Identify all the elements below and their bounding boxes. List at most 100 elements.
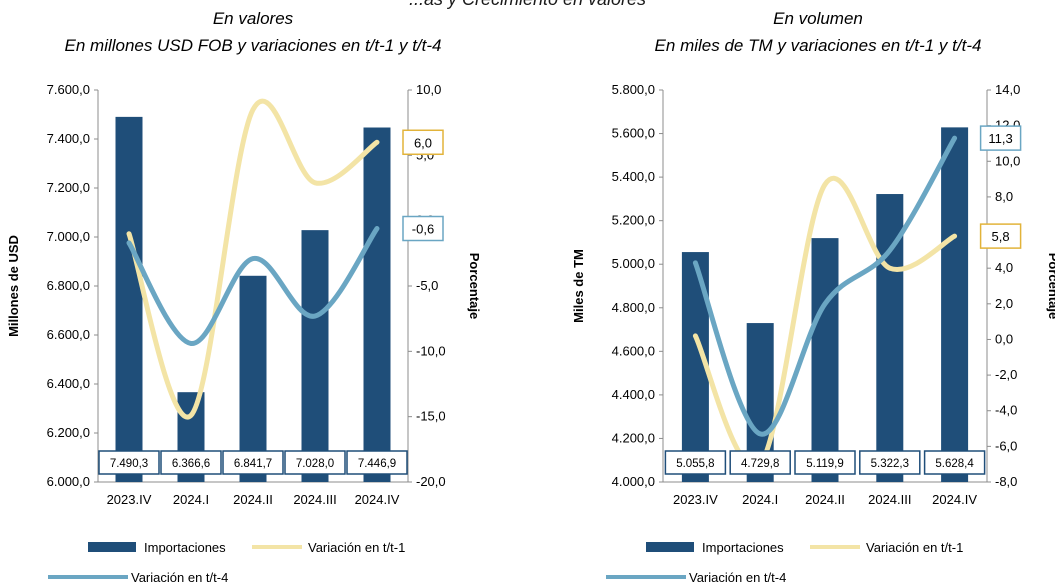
y2-tick-label: 10,0 bbox=[995, 153, 1020, 168]
bar-importaciones-4 bbox=[363, 127, 391, 483]
y-axis-title: Millones de USD bbox=[6, 235, 21, 337]
x-tick-label: 2024.I bbox=[742, 492, 778, 507]
bar-value-label: 5.119,9 bbox=[806, 458, 844, 470]
bar-value-box-0 bbox=[98, 450, 160, 475]
bar-importaciones-3 bbox=[301, 230, 329, 482]
line-variacion-t1-end-box bbox=[979, 223, 1022, 249]
y-tick-label: 4.600,0 bbox=[612, 343, 655, 358]
bar-value-box-1 bbox=[160, 450, 222, 475]
y-tick-label: 6.200,0 bbox=[47, 425, 90, 440]
bar-importaciones-4 bbox=[941, 127, 969, 482]
legend-label-importaciones: Importaciones bbox=[702, 540, 784, 555]
y-tick-label: 6.000,0 bbox=[47, 474, 90, 489]
bar-value-label: 5.322,3 bbox=[871, 458, 909, 470]
y-tick-label: 5.000,0 bbox=[612, 256, 655, 271]
bar-value-label: 4.729,8 bbox=[741, 458, 779, 470]
legend-label-importaciones: Importaciones bbox=[144, 540, 226, 555]
chart-subtitle: En miles de TM y variaciones en t/t-1 y … bbox=[655, 36, 982, 55]
chart-title: En volumen bbox=[773, 9, 863, 28]
y2-tick-label: 0,0 bbox=[995, 331, 1013, 346]
y2-tick-label: -20,0 bbox=[416, 474, 446, 489]
y-tick-label: 7.000,0 bbox=[47, 229, 90, 244]
line-variacion-t1 bbox=[692, 175, 958, 470]
legend-swatch-importaciones bbox=[88, 542, 136, 552]
line-variacion-t4-end-box bbox=[979, 125, 1022, 151]
y2-axis-title: Porcentaje bbox=[1046, 253, 1055, 319]
x-tick-label: 2023.IV bbox=[107, 492, 152, 507]
y2-tick-label: 2,0 bbox=[995, 296, 1013, 311]
y-tick-label: 6.800,0 bbox=[47, 278, 90, 293]
x-tick-label: 2024.I bbox=[173, 492, 209, 507]
bar-value-box-1 bbox=[729, 450, 791, 475]
legend-label-t1: Variación en t/t-1 bbox=[866, 540, 963, 555]
line-variacion-t4-end-box bbox=[402, 215, 444, 242]
y-tick-label: 5.400,0 bbox=[612, 169, 655, 184]
bar-value-box-2 bbox=[794, 450, 856, 475]
y-tick-label: 5.800,0 bbox=[612, 82, 655, 97]
chart-panel-volumen: En volumen En miles de TM y variaciones e… bbox=[571, 9, 1055, 585]
bar-value-box-4 bbox=[346, 450, 408, 475]
bar-importaciones-0 bbox=[115, 116, 143, 483]
bar-value-label: 7.446,9 bbox=[358, 458, 396, 470]
y2-tick-label: 8,0 bbox=[995, 189, 1013, 204]
bar-value-label: 6.841,7 bbox=[234, 458, 272, 470]
x-tick-label: 2024.II bbox=[805, 492, 845, 507]
line-variacion-t4 bbox=[692, 135, 958, 437]
line-variacion-t1-end-label: 6,0 bbox=[414, 135, 432, 150]
bar-value-label: 7.490,3 bbox=[110, 458, 148, 470]
bar-value-box-2 bbox=[222, 450, 284, 475]
bar-importaciones-2 bbox=[811, 238, 839, 482]
x-tick-label: 2023.IV bbox=[673, 492, 718, 507]
line-variacion-t4 bbox=[126, 226, 380, 346]
y-tick-label: 5.200,0 bbox=[612, 213, 655, 228]
bar-value-label: 6.366,6 bbox=[172, 458, 210, 470]
line-variacion-t4-end-label: -0,6 bbox=[412, 222, 434, 237]
y2-tick-label: 4,0 bbox=[995, 260, 1013, 275]
y2-tick-label: -6,0 bbox=[995, 438, 1017, 453]
y-tick-label: 4.200,0 bbox=[612, 430, 655, 445]
bar-value-label: 5.055,8 bbox=[676, 458, 714, 470]
line-variacion-t1 bbox=[126, 98, 380, 420]
x-tick-label: 2024.III bbox=[293, 492, 336, 507]
y-tick-label: 5.600,0 bbox=[612, 126, 655, 141]
legend-label-t4: Variación en t/t-4 bbox=[689, 570, 786, 585]
y2-tick-label: -5,0 bbox=[416, 278, 438, 293]
bar-value-label: 5.628,4 bbox=[935, 458, 974, 470]
y2-tick-label: -8,0 bbox=[995, 474, 1017, 489]
bar-value-box-3 bbox=[284, 450, 346, 475]
y2-tick-label: 10,0 bbox=[416, 82, 441, 97]
chart-panel-valores: En valores En millones USD FOB y variacio… bbox=[6, 9, 482, 585]
bar-value-label: 7.028,0 bbox=[296, 458, 334, 470]
chart-subtitle: En millones USD FOB y variaciones en t/t… bbox=[65, 36, 442, 55]
y2-tick-label: -10,0 bbox=[416, 343, 446, 358]
bar-value-box-3 bbox=[859, 450, 921, 475]
bar-value-box-0 bbox=[664, 450, 727, 475]
legend: Importaciones Variación en t/t-1 Variación… bbox=[606, 540, 963, 585]
bar-importaciones-2 bbox=[239, 275, 267, 482]
chart-title: En valores bbox=[213, 9, 294, 28]
y-tick-label: 7.200,0 bbox=[47, 180, 90, 195]
y-tick-label: 4.000,0 bbox=[612, 474, 655, 489]
legend-label-t4: Variación en t/t-4 bbox=[131, 570, 228, 585]
y2-tick-label: -2,0 bbox=[995, 367, 1017, 382]
y-tick-label: 7.400,0 bbox=[47, 131, 90, 146]
legend: Importaciones Variación en t/t-1 Variación… bbox=[48, 540, 405, 585]
y-axis-title: Miles de TM bbox=[571, 249, 586, 323]
line-variacion-t1-end-label: 5,8 bbox=[992, 229, 1010, 244]
y2-tick-label: -15,0 bbox=[416, 409, 446, 424]
legend-swatch-importaciones bbox=[646, 542, 694, 552]
y2-axis-title: Porcentaje bbox=[467, 253, 482, 319]
y2-tick-label: -4,0 bbox=[995, 403, 1017, 418]
x-tick-label: 2024.III bbox=[868, 492, 911, 507]
y-tick-label: 6.400,0 bbox=[47, 376, 90, 391]
y-tick-label: 4.800,0 bbox=[612, 300, 655, 315]
x-tick-label: 2024.II bbox=[233, 492, 273, 507]
line-variacion-t1-end-box bbox=[402, 129, 444, 156]
x-tick-label: 2024.IV bbox=[355, 492, 400, 507]
y-tick-label: 4.400,0 bbox=[612, 387, 655, 402]
y2-tick-label: 14,0 bbox=[995, 82, 1020, 97]
y-tick-label: 7.600,0 bbox=[47, 82, 90, 97]
legend-label-t1: Variación en t/t-1 bbox=[308, 540, 405, 555]
y-tick-label: 6.600,0 bbox=[47, 327, 90, 342]
